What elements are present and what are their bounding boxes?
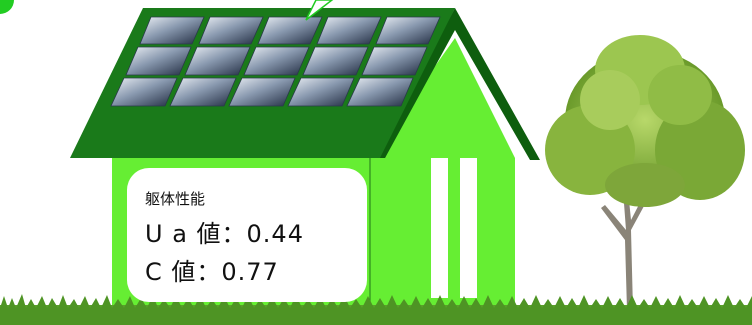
solar-panel-icon — [169, 77, 237, 107]
solar-panel-icon — [257, 16, 323, 45]
solar-panel-icon — [243, 46, 310, 76]
solar-panel-icon — [198, 16, 264, 45]
solar-panel-icon — [287, 77, 355, 107]
solar-panel-icon — [316, 16, 382, 45]
tree-icon — [545, 35, 745, 310]
side-window-left — [431, 158, 448, 298]
solar-panel-icon — [361, 46, 428, 76]
solar-panel-icon — [375, 16, 441, 45]
solar-panel-array — [110, 16, 441, 107]
speech-bubble-tail-icon — [305, 0, 334, 21]
card-heading: 躯体性能 — [145, 190, 206, 208]
side-window-right — [460, 158, 477, 298]
c-value-text: C 値：0.77 — [145, 258, 279, 286]
solar-panel-icon — [302, 46, 369, 76]
solar-panel-icon — [139, 16, 205, 45]
solar-panel-icon — [346, 77, 414, 107]
solar-panel-icon — [184, 46, 251, 76]
corner-badge — [0, 0, 14, 14]
solar-panel-icon — [125, 46, 192, 76]
insulation-performance-card: 躯体性能 U a 値：0.44 C 値：0.77 — [127, 168, 367, 302]
solar-panel-icon — [110, 77, 178, 107]
ua-value-text: U a 値：0.44 — [145, 220, 304, 248]
house-roof-eave — [380, 8, 540, 160]
solar-panel-icon — [228, 77, 296, 107]
